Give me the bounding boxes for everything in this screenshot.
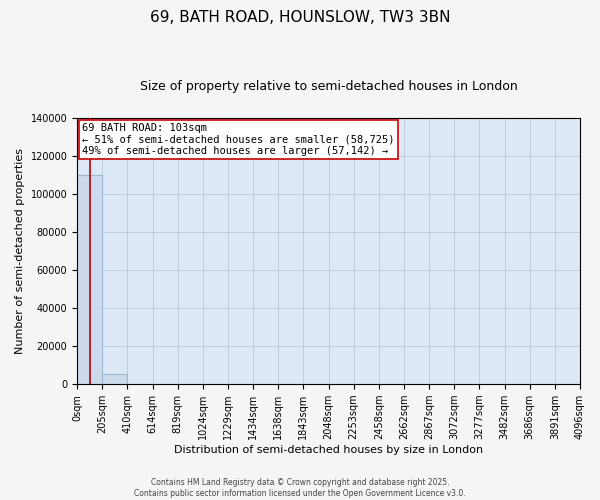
Text: 69, BATH ROAD, HOUNSLOW, TW3 3BN: 69, BATH ROAD, HOUNSLOW, TW3 3BN — [150, 10, 450, 25]
Title: Size of property relative to semi-detached houses in London: Size of property relative to semi-detach… — [140, 80, 517, 93]
Text: Contains HM Land Registry data © Crown copyright and database right 2025.
Contai: Contains HM Land Registry data © Crown c… — [134, 478, 466, 498]
Bar — [77, 175, 103, 384]
Bar — [103, 374, 127, 384]
Y-axis label: Number of semi-detached properties: Number of semi-detached properties — [15, 148, 25, 354]
X-axis label: Distribution of semi-detached houses by size in London: Distribution of semi-detached houses by … — [174, 445, 483, 455]
Text: 69 BATH ROAD: 103sqm
← 51% of semi-detached houses are smaller (58,725)
49% of s: 69 BATH ROAD: 103sqm ← 51% of semi-detac… — [82, 123, 395, 156]
